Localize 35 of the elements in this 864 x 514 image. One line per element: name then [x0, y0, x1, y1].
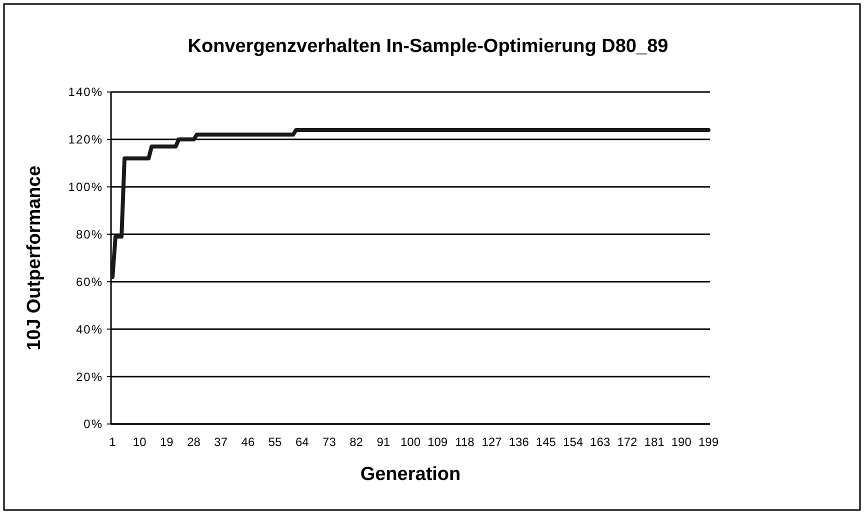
x-tick-label: 145	[536, 435, 556, 449]
x-tick-label: 46	[241, 435, 255, 449]
x-tick-label: 82	[350, 435, 364, 449]
x-tick-label: 1	[109, 435, 116, 449]
y-tick-label: 140%	[68, 85, 103, 100]
line-series	[110, 128, 710, 279]
x-tick-label: 73	[322, 435, 336, 449]
x-tick-label: 127	[482, 435, 502, 449]
x-tick-label: 190	[671, 435, 692, 449]
y-tick-label: 60%	[76, 274, 103, 289]
y-tick-label: 100%	[68, 180, 103, 194]
x-tick-label: 28	[187, 435, 201, 449]
x-tick-label: 55	[268, 435, 282, 449]
x-tick-label: 64	[295, 435, 310, 449]
y-tick-label: 120%	[68, 132, 103, 147]
x-tick-label: 118	[455, 435, 475, 449]
x-tick-label: 154	[563, 435, 584, 449]
y-tick-label: 0%	[84, 417, 103, 432]
x-tick-label: 109	[428, 435, 448, 449]
x-tick-label: 199	[698, 435, 719, 449]
x-tick-label: 181	[644, 435, 665, 449]
x-tick-label: 37	[214, 435, 228, 449]
y-tick-label: 40%	[76, 322, 103, 336]
y-tick-label: 80%	[76, 227, 103, 242]
x-tick-label: 172	[617, 435, 638, 449]
x-tick-label: 100	[400, 435, 421, 449]
chart-title: Konvergenzverhalten In-Sample-Optimierung D80_89	[188, 36, 668, 57]
y-tick-label: 20%	[76, 370, 103, 384]
y-axis-title: 10J Outperformance	[24, 166, 45, 350]
x-axis-title: Generation	[360, 464, 461, 485]
x-tick-label: 136	[508, 435, 530, 449]
x-tick-label: 91	[376, 435, 390, 449]
x-tick-label: 163	[590, 435, 610, 449]
x-tick-label: 10	[132, 435, 147, 449]
x-tick-label: 19	[160, 435, 174, 449]
